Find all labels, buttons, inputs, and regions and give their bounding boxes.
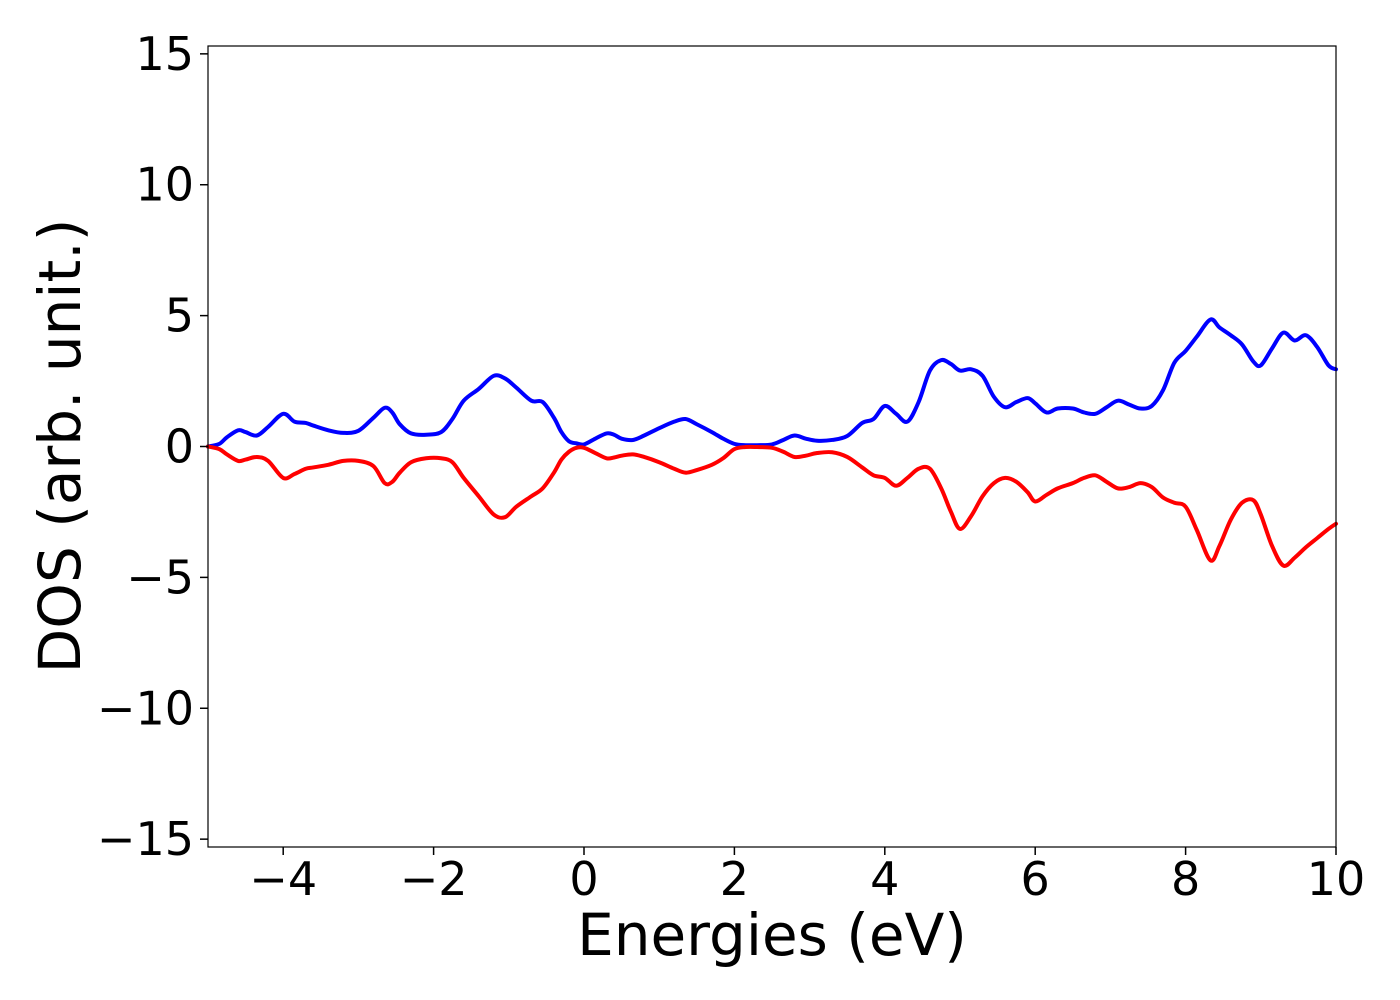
y-tick-label: −10 xyxy=(97,681,194,735)
y-tick-label: 0 xyxy=(165,420,194,474)
series-layer xyxy=(206,317,1338,568)
x-tick-label: −4 xyxy=(249,852,317,906)
y-tick-label: 5 xyxy=(165,289,194,343)
y-tick-label: 10 xyxy=(135,158,194,212)
x-tick-label: 10 xyxy=(1307,852,1366,906)
y-tick-label: −5 xyxy=(126,550,194,604)
x-tick-label: 4 xyxy=(870,852,899,906)
series-line-spin-down xyxy=(206,444,1338,568)
x-tick-label: 6 xyxy=(1021,852,1050,906)
y-tick-label: −15 xyxy=(97,812,194,866)
x-tick-label: −2 xyxy=(400,852,468,906)
series-line-spin-up xyxy=(206,317,1338,449)
y-axis-title: DOS (arb. unit.) xyxy=(26,219,94,674)
x-axis-title: Energies (eV) xyxy=(577,901,967,969)
x-tick-label: 8 xyxy=(1171,852,1200,906)
y-tick-label: 15 xyxy=(135,27,194,81)
x-tick-label: 0 xyxy=(569,852,598,906)
y-axis-ticks: −15 −10 −5 0 5 10 15 xyxy=(97,27,208,866)
x-tick-label: 2 xyxy=(720,852,749,906)
x-axis-ticks: −4 −2 0 2 4 6 8 10 xyxy=(249,847,1365,906)
